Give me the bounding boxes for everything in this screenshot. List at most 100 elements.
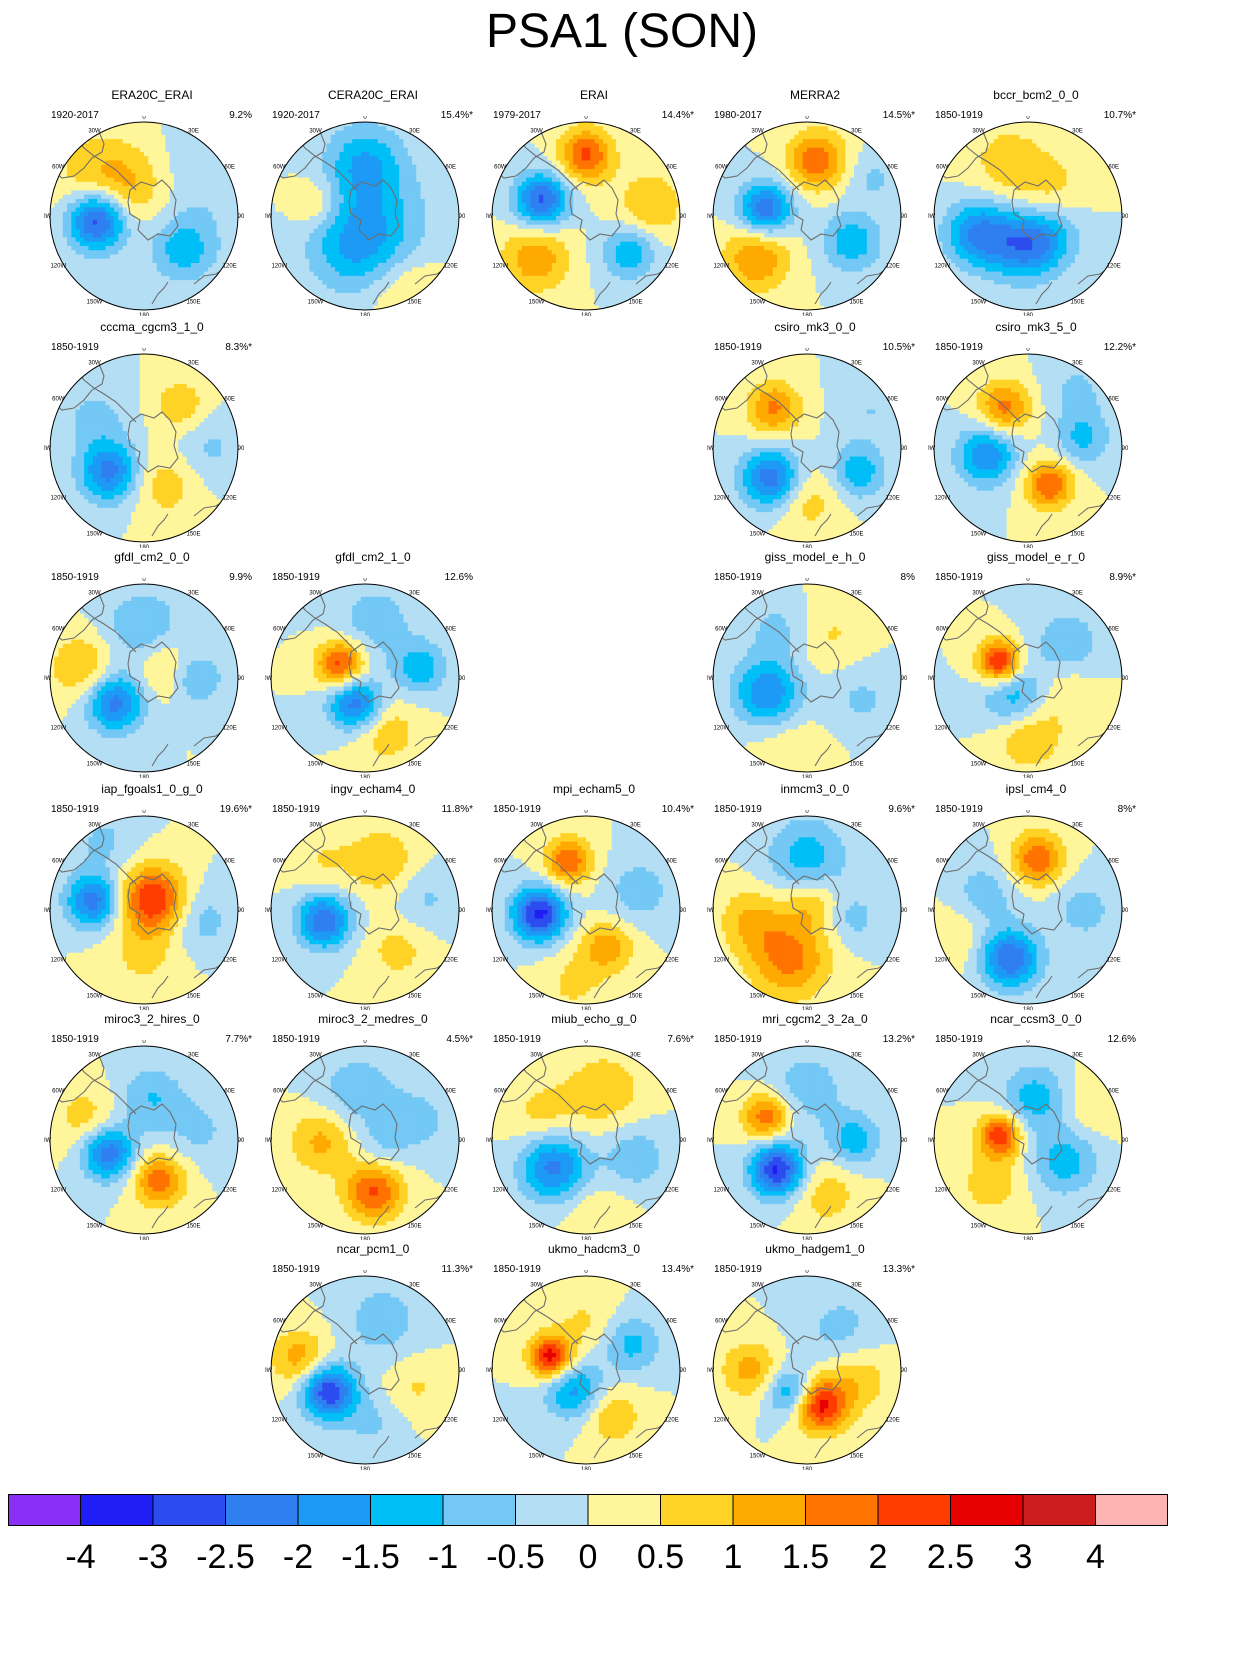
longitude-label: 150W [971,1224,987,1230]
panel-variance-percent: 13.3%* [883,1264,915,1275]
colorbar-label: -1 [428,1538,458,1577]
panel-title: csiro_mk3_0_0 [707,320,923,334]
south-america-coastline [51,817,105,873]
longitude-label: 150W [750,300,766,306]
longitude-label: 180 [1023,313,1034,316]
longitude-label: 120W [934,1188,950,1194]
polar-map: 0 30E 60E 90E 120E 150E 180 150W 120W 90W 60W 30W [265,578,465,778]
panel-period: 1850-1919 [935,572,983,583]
longitude-label: 150E [407,1454,421,1460]
longitude-label: 60E [445,859,456,865]
longitude-label: 150W [308,994,324,1000]
longitude-label: 180 [360,1467,371,1470]
longitude-label: 150W [308,1224,324,1230]
longitude-label: 60E [887,165,898,171]
longitude-label: 90E [1122,908,1128,914]
panel-variance-percent: 8%* [1118,804,1136,815]
longitude-label: 120E [665,958,679,964]
new-zealand-coastline [1035,1205,1053,1229]
longitude-label: 120E [444,264,458,270]
longitude-label: 180 [139,775,150,778]
new-zealand-coastline [151,743,169,767]
longitude-label: 90E [901,446,907,452]
longitude-label: 90W [486,214,494,220]
longitude-label: 0 [142,578,146,583]
colorbar-label: 0.5 [637,1538,684,1577]
longitude-label: 150W [87,1224,103,1230]
antarctic-peninsula-coastline [517,1061,579,1115]
longitude-label: 90W [707,676,715,682]
colorbar-swatch [443,1494,516,1526]
longitude-label: 0 [363,578,367,583]
longitude-label: 60E [887,1319,898,1325]
longitude-label: 0 [805,348,809,353]
longitude-label: 90E [901,214,907,220]
colorbar-swatch [225,1494,299,1526]
antarctic-peninsula-coastline [959,831,1021,885]
anomaly-field [50,122,238,310]
anomaly-field [50,816,238,1004]
new-zealand-coastline [372,743,390,767]
longitude-label: 120E [665,1418,679,1424]
longitude-label: 120E [223,958,237,964]
antarctica-coastline [569,179,621,241]
longitude-label: 150E [407,1224,421,1230]
longitude-label: 90W [707,908,715,914]
longitude-label: 120W [50,264,66,270]
south-america-coastline [714,1047,768,1103]
panel-period: 1850-1919 [714,804,762,815]
longitude-label: 180 [802,313,813,316]
new-zealand-coastline [814,1435,832,1459]
longitude-label: 0 [584,1040,588,1045]
map-panel: cccma_cgcm3_1_0 1850-1919 8.3%* 0 30E 60E 90E 1… [44,320,260,548]
colorbar-swatch [153,1494,226,1526]
panel-variance-percent: 7.7%* [225,1034,252,1045]
longitude-label: 60E [1108,859,1119,865]
map-panel: ncar_pcm1_0 1850-1919 11.3%* 0 30E 60E 90E 120E… [265,1242,481,1470]
antarctica-coastline [1011,1103,1063,1165]
panel-period: 1850-1919 [714,572,762,583]
colorbar-swatch [298,1494,371,1526]
longitude-label: 0 [142,810,146,815]
longitude-label: 60E [1108,1089,1119,1095]
longitude-label: 150W [971,300,987,306]
longitude-label: 60E [1108,165,1119,171]
south-america-coastline [935,123,989,179]
polar-map: 0 30E 60E 90E 120E 150E 180 150W 120W 90W 60W 30W [707,578,907,778]
longitude-label: 30E [851,822,862,828]
antarctic-peninsula-coastline [517,1291,579,1345]
longitude-label: 120E [886,264,900,270]
antarctica-coastline [348,1333,400,1395]
longitude-label: 150E [186,994,200,1000]
longitude-label: 0 [584,810,588,815]
anomaly-field [713,584,901,772]
longitude-label: 30E [1072,1052,1083,1058]
antarctica-coastline [569,1103,621,1165]
longitude-label: 90E [1122,1138,1128,1144]
antarctic-peninsula-coastline [959,137,1021,191]
longitude-label: 30E [851,128,862,134]
longitude-label: 180 [1023,1007,1034,1010]
longitude-label: 120E [223,726,237,732]
map-border [933,121,1123,311]
longitude-label: 180 [139,1237,150,1240]
panel-variance-percent: 10.7%* [1104,110,1136,121]
longitude-label: 120W [713,1188,729,1194]
longitude-label: 30W [751,822,764,828]
longitude-label: 150W [529,300,545,306]
antarctic-peninsula-coastline [296,1291,358,1345]
panel-variance-percent: 14.5%* [883,110,915,121]
map-border [933,353,1123,543]
longitude-label: 120W [271,264,287,270]
longitude-label: 30W [309,1052,322,1058]
map-border [49,815,239,1005]
longitude-label: 120E [1107,726,1121,732]
longitude-label: 120E [223,1188,237,1194]
anomaly-field [713,1046,901,1234]
longitude-label: 150E [1070,994,1084,1000]
map-border [491,815,681,1005]
new-zealand-coastline [814,975,832,999]
longitude-label: 150E [186,300,200,306]
south-america-coastline [272,123,326,179]
antarctic-peninsula-coastline [296,599,358,653]
